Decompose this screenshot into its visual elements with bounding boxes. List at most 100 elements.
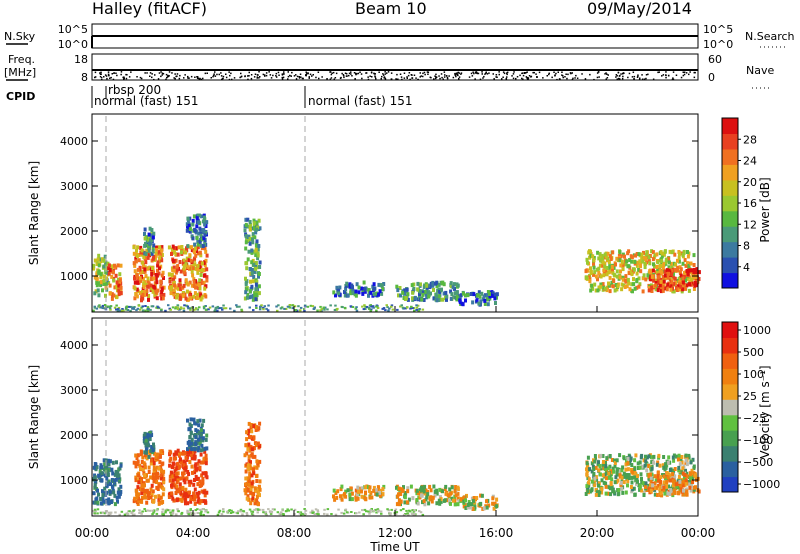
echo-cell xyxy=(116,277,120,282)
nave-point xyxy=(287,78,289,80)
ground-scatter-cell xyxy=(284,510,288,513)
echo-cell xyxy=(590,479,594,484)
echo-cell xyxy=(607,281,610,286)
echo-cell xyxy=(140,491,144,496)
echo-cell xyxy=(191,236,195,241)
nave-point xyxy=(101,78,103,81)
echo-cell xyxy=(608,454,612,458)
echo-cell xyxy=(95,272,99,277)
nave-point xyxy=(685,72,688,74)
echo-cell xyxy=(625,259,629,264)
echo-cell xyxy=(204,230,208,235)
echo-cell xyxy=(247,482,251,487)
nave-point xyxy=(444,74,446,76)
ground-scatter-cell xyxy=(177,510,180,513)
echo-cell xyxy=(136,453,140,458)
echo-cell xyxy=(495,295,498,300)
nave-point xyxy=(641,74,643,76)
echo-cell xyxy=(135,248,138,253)
nave-point xyxy=(228,71,230,73)
echo-cell xyxy=(106,458,110,463)
echo-cell xyxy=(247,454,251,459)
ground-scatter-cell xyxy=(186,305,190,308)
nave-point xyxy=(647,73,649,76)
nave-point xyxy=(607,74,609,76)
echo-cell xyxy=(200,214,203,219)
nave-point xyxy=(522,72,524,74)
echo-cell xyxy=(142,436,146,441)
echo-cell xyxy=(195,249,199,254)
echo-cell xyxy=(257,426,261,431)
ground-scatter-cell xyxy=(131,513,135,516)
echo-cell xyxy=(258,226,262,231)
nave-point xyxy=(532,71,534,74)
ground-scatter-cell xyxy=(254,508,258,511)
echo-cell xyxy=(144,260,148,265)
nave-point xyxy=(275,72,278,75)
echo-cell xyxy=(621,264,625,269)
nave-point xyxy=(496,76,498,78)
ground-scatter-cell xyxy=(276,309,279,312)
ground-scatter-cell xyxy=(266,309,270,312)
echo-cell xyxy=(587,481,590,486)
echo-cell xyxy=(607,260,611,264)
ground-scatter-cell xyxy=(271,508,275,511)
echo-cell xyxy=(449,296,453,301)
echo-cell xyxy=(479,299,483,304)
ground-scatter-cell xyxy=(389,512,392,515)
echo-cell xyxy=(171,244,175,249)
nave-point xyxy=(485,71,487,73)
echo-cell xyxy=(199,273,203,277)
echo-cell xyxy=(624,262,628,267)
ground-scatter-cell xyxy=(370,508,373,510)
echo-cell xyxy=(598,489,602,494)
echo-cell xyxy=(249,466,253,471)
echo-cell xyxy=(618,250,622,255)
ground-scatter-cell xyxy=(361,509,364,512)
echo-cell xyxy=(134,259,138,264)
echo-cell xyxy=(456,496,460,501)
echo-cell xyxy=(664,462,668,467)
echo-cell xyxy=(462,496,466,501)
ground-scatter-cell xyxy=(96,508,100,511)
echo-cell xyxy=(632,277,635,282)
echo-cell xyxy=(354,293,358,298)
echo-cell xyxy=(617,488,621,492)
nave-point xyxy=(683,71,686,73)
echo-cell xyxy=(172,250,176,254)
echo-cell xyxy=(190,441,194,446)
echo-cell xyxy=(97,293,101,298)
echo-cell xyxy=(199,452,203,457)
echo-cell xyxy=(668,492,672,496)
ground-scatter-cell xyxy=(394,508,398,511)
ground-scatter-cell xyxy=(411,509,414,512)
echo-cell xyxy=(690,468,694,473)
echo-cell xyxy=(157,501,161,506)
ground-scatter-cell xyxy=(279,512,283,515)
echo-cell xyxy=(98,469,102,474)
echo-cell xyxy=(139,270,143,275)
echo-cell xyxy=(619,254,623,259)
echo-cell xyxy=(160,258,164,263)
echo-cell xyxy=(339,494,342,499)
echo-cell xyxy=(256,461,260,466)
nave-point xyxy=(174,77,176,80)
ground-scatter-cell xyxy=(214,306,218,309)
ground-scatter-cell xyxy=(389,513,392,516)
colorbar-tick-label: 1000 xyxy=(743,324,771,337)
echo-cell xyxy=(252,221,256,226)
echo-cell xyxy=(640,476,643,481)
ground-scatter-cell xyxy=(299,511,303,514)
echo-cell xyxy=(336,489,340,494)
ground-scatter-cell xyxy=(418,308,421,310)
nave-point xyxy=(171,72,173,74)
echo-cell xyxy=(422,285,426,289)
nave-point xyxy=(123,78,125,80)
echo-cell xyxy=(184,493,188,498)
echo-cell xyxy=(346,293,350,298)
nave-point xyxy=(183,77,185,79)
echo-cell xyxy=(397,293,400,298)
echo-cell xyxy=(462,291,465,296)
ground-scatter-cell xyxy=(280,307,283,310)
ground-scatter-cell xyxy=(362,308,366,311)
